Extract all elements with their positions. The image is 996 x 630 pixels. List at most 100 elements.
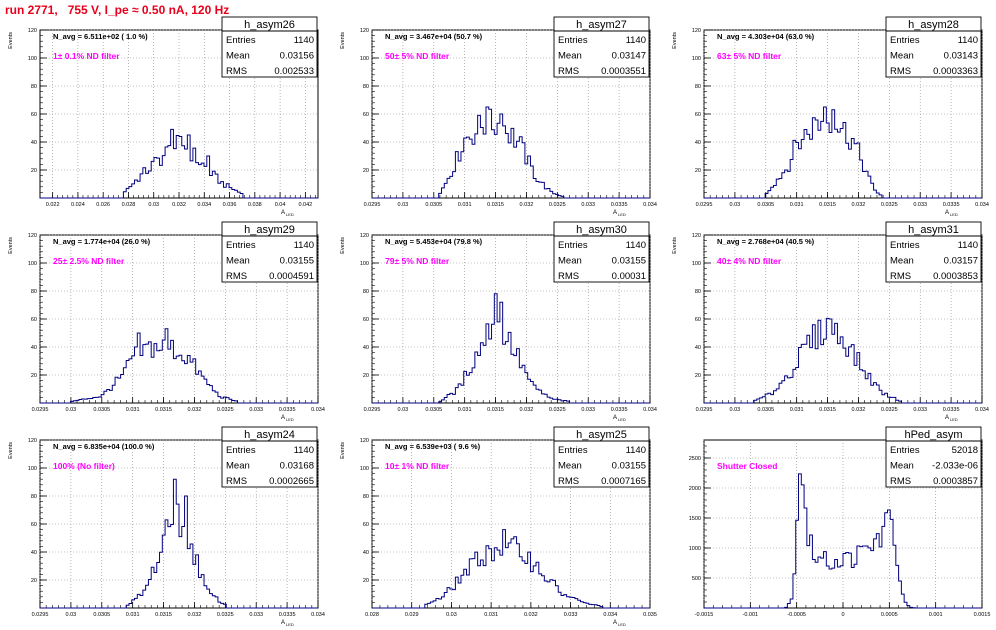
x-tick-label: 0.0015 — [974, 612, 991, 618]
y-tick-label: 2000 — [689, 486, 701, 492]
stats-value: 0.00031 — [612, 271, 646, 282]
stats-value: 0.03155 — [612, 461, 646, 472]
x-tick-label: 0.0335 — [943, 202, 960, 208]
x-tick-label: 0.0325 — [881, 202, 898, 208]
stats-box: h_asym25 Entries 1140 Mean 0.03155 RMS 0.00071… — [553, 426, 650, 488]
y-axis-label: Events — [340, 32, 346, 49]
histogram-line — [372, 529, 650, 609]
x-tick-label: 0.033 — [249, 407, 263, 413]
x-tick-label: 0.031 — [458, 202, 472, 208]
stats-value: 0.03155 — [280, 256, 314, 267]
x-axis-label: A LED — [945, 415, 958, 422]
stats-value: 0.0003853 — [933, 271, 978, 282]
stats-value: 0.03156 — [280, 51, 314, 62]
stats-value: 0.03168 — [280, 461, 314, 472]
y-tick-label: 60 — [695, 112, 701, 118]
x-tick-label: 0.0335 — [611, 202, 628, 208]
x-tick-label: 0.03 — [148, 202, 159, 208]
stats-label: Mean — [558, 256, 582, 267]
histogram-panel-h_asym26: 0.022 0.024 0.026 0.028 0.03 0.032 0.034 0.036 0… — [8, 16, 319, 217]
y-tick-label: 2500 — [689, 456, 701, 462]
stats-value: 0.03143 — [944, 51, 978, 62]
x-tick-label: 0.031 — [790, 407, 804, 413]
stats-value: 1140 — [294, 445, 314, 456]
x-tick-label: 0.022 — [46, 202, 60, 208]
x-axis-label-main: A — [281, 415, 285, 421]
y-tick-label: 60 — [31, 317, 37, 323]
stats-label: Entries — [558, 445, 588, 456]
y-tick-label: 20 — [363, 168, 369, 174]
histogram-name: hPed_asym — [904, 429, 962, 441]
x-tick-label: 0.0305 — [93, 612, 110, 618]
y-axis-label: Events — [8, 237, 14, 254]
histogram-panel-h_asym30: 0.0295 0.03 0.0305 0.031 0.0315 0.032 0.0325 0.… — [340, 221, 657, 422]
histogram-name: h_asym25 — [576, 429, 627, 441]
x-tick-label: 0.033 — [581, 202, 595, 208]
filter-label: Shutter Closed — [717, 461, 777, 471]
stats-label: Mean — [890, 461, 914, 472]
navg-text: N_avg = 6.511e+02 ( 1.0 %) — [53, 32, 148, 41]
x-tick-label: 0.034 — [311, 612, 325, 618]
stats-box: h_asym27 Entries 1140 Mean 0.03147 RMS 0.00035… — [553, 16, 650, 78]
stats-box-frame — [553, 426, 650, 488]
stats-box: h_asym29 Entries 1140 Mean 0.03155 RMS 0.00045… — [221, 221, 318, 283]
histogram-panel-h_asym28: 0.0295 0.03 0.0305 0.031 0.0315 0.032 0.0325 0.… — [672, 16, 989, 217]
y-tick-label: 100 — [28, 261, 37, 267]
x-tick-label: 0.034 — [197, 202, 211, 208]
histogram-panel-h_asym31: 0.0295 0.03 0.0305 0.031 0.0315 0.032 0.0325 0.… — [672, 221, 989, 422]
x-axis-label-main: A — [945, 210, 949, 216]
x-tick-label: 0.0295 — [364, 407, 381, 413]
histogram-line — [372, 106, 650, 199]
stats-box: h_asym30 Entries 1140 Mean 0.03155 RMS 0.00031 — [553, 221, 650, 283]
x-axis-label: A LED — [945, 210, 958, 217]
x-tick-label: 0.0295 — [32, 407, 49, 413]
filter-label: 25± 2.5% ND filter — [53, 256, 125, 266]
x-axis-label-sub: LED — [618, 212, 626, 217]
histogram-name: h_asym30 — [576, 224, 627, 236]
y-tick-label: 80 — [363, 289, 369, 295]
y-tick-label: 20 — [363, 373, 369, 379]
x-tick-label: 0.0305 — [757, 407, 774, 413]
stats-label: Entries — [226, 35, 256, 46]
x-tick-label: 0.031 — [790, 202, 804, 208]
y-axis-label: Events — [340, 237, 346, 254]
histogram-line — [40, 478, 318, 609]
y-tick-label: 1500 — [689, 516, 701, 522]
stats-value: 1140 — [626, 240, 646, 251]
stats-label: Mean — [890, 256, 914, 267]
x-tick-label: 0.0295 — [364, 202, 381, 208]
stats-value: 1140 — [958, 35, 978, 46]
y-axis-label: Events — [340, 442, 346, 459]
x-tick-label: 0.03 — [446, 612, 457, 618]
histogram-name: h_asym29 — [244, 224, 295, 236]
y-tick-label: 120 — [360, 233, 369, 239]
navg-text: N_avg = 5.453e+04 (79.8 %) — [385, 237, 483, 246]
stats-label: RMS — [226, 66, 247, 77]
y-tick-label: 120 — [28, 438, 37, 444]
y-tick-label: 40 — [363, 140, 369, 146]
x-axis-label-sub: LED — [618, 622, 626, 627]
y-tick-label: 1000 — [689, 546, 701, 552]
stats-label: Entries — [226, 240, 256, 251]
y-tick-label: 80 — [363, 84, 369, 90]
stats-value: 0.03157 — [944, 256, 978, 267]
stats-box-frame — [885, 16, 982, 78]
y-tick-label: 40 — [363, 550, 369, 556]
y-tick-label: 120 — [360, 28, 369, 34]
x-tick-label: 0.0295 — [696, 407, 713, 413]
y-tick-label: 100 — [28, 56, 37, 62]
stats-box: h_asym28 Entries 1140 Mean 0.03143 RMS 0.00033… — [885, 16, 982, 78]
stats-box-frame — [221, 16, 318, 78]
y-tick-label: 100 — [360, 466, 369, 472]
x-tick-label: 0.0335 — [279, 407, 296, 413]
y-tick-label: 40 — [31, 345, 37, 351]
y-axis-label: Events — [8, 32, 14, 49]
stats-label: Mean — [226, 51, 250, 62]
navg-text: N_avg = 4.303e+04 (63.0 %) — [717, 32, 815, 41]
x-tick-label: 0.032 — [188, 407, 202, 413]
x-tick-label: 0.029 — [405, 612, 419, 618]
x-tick-label: 0.028 — [122, 202, 136, 208]
y-tick-label: 20 — [695, 373, 701, 379]
y-tick-label: 60 — [363, 522, 369, 528]
stats-value: -2.033e-06 — [932, 461, 978, 472]
